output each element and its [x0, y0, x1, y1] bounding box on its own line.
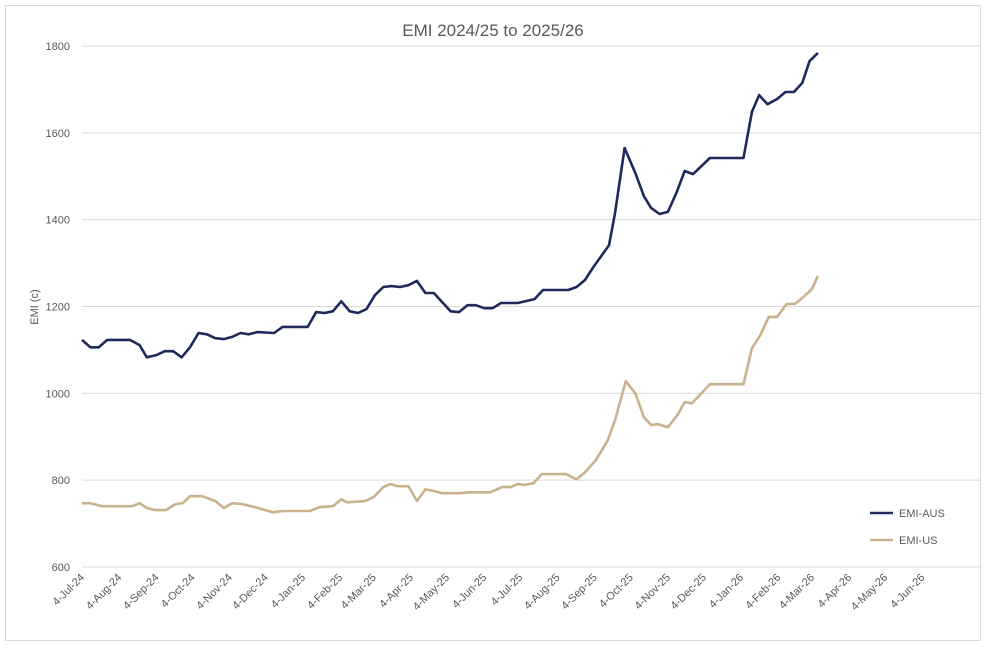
legend: EMI-AUS EMI-US: [870, 508, 945, 547]
x-tick-label: 4-Jul-24: [51, 572, 88, 609]
x-tick-label: 4-Sep-24: [121, 572, 161, 612]
x-tick-label: 4-Jul-25: [489, 572, 526, 609]
chart-frame: [5, 5, 981, 641]
series-line-emi-us: [82, 275, 820, 514]
y-tick-label: 600: [52, 562, 70, 574]
x-tick-label: 4-Aug-25: [522, 572, 562, 612]
y-axis-label: EMI (c): [29, 289, 41, 324]
y-tick-label: 1000: [46, 388, 70, 400]
x-tick-label: 4-May-25: [411, 572, 452, 613]
x-tick-label: 4-Nov-24: [194, 572, 234, 612]
x-tick-label: 4-Sep-25: [559, 572, 599, 612]
legend-label: EMI-AUS: [899, 508, 945, 520]
x-tick-label: 4-Jan-26: [707, 572, 746, 611]
y-tick-label: 1800: [46, 41, 70, 53]
x-tick-label: 4-Dec-24: [230, 572, 270, 612]
x-tick-label: 4-Aug-24: [84, 572, 124, 612]
y-axis-ticks: 600 800 1000 1200 1400 1600 1800: [46, 41, 70, 574]
legend-label: EMI-US: [899, 535, 938, 547]
y-tick-label: 1200: [46, 302, 70, 314]
y-tick-label: 1600: [46, 128, 70, 140]
chart-title: EMI 2024/25 to 2025/26: [402, 21, 583, 40]
series-lines: [81, 51, 820, 514]
x-tick-label: 4-May-26: [849, 572, 890, 613]
x-tick-label: 4-Dec-25: [669, 572, 709, 612]
x-tick-label: 4-Jun-25: [450, 572, 489, 611]
x-tick-label: 4-Nov-25: [633, 572, 673, 612]
y-tick-label: 1400: [46, 215, 70, 227]
x-tick-label: 4-Feb-26: [743, 572, 783, 612]
x-tick-label: 4-Feb-25: [305, 572, 345, 612]
x-tick-label: 4-Jun-26: [888, 572, 927, 611]
gridlines: [82, 45, 980, 568]
x-tick-label: 4-Mar-26: [777, 572, 817, 612]
x-tick-label: 4-Mar-25: [339, 572, 379, 612]
y-tick-label: 800: [52, 475, 70, 487]
x-tick-label: 4-Jan-25: [269, 572, 308, 611]
series-line-emi-aus: [81, 51, 819, 359]
x-axis-ticks: 4-Jul-244-Aug-244-Sep-244-Oct-244-Nov-24…: [51, 572, 928, 613]
x-tick-label: 4-Oct-25: [597, 572, 636, 611]
x-tick-label: 4-Oct-24: [159, 572, 198, 611]
